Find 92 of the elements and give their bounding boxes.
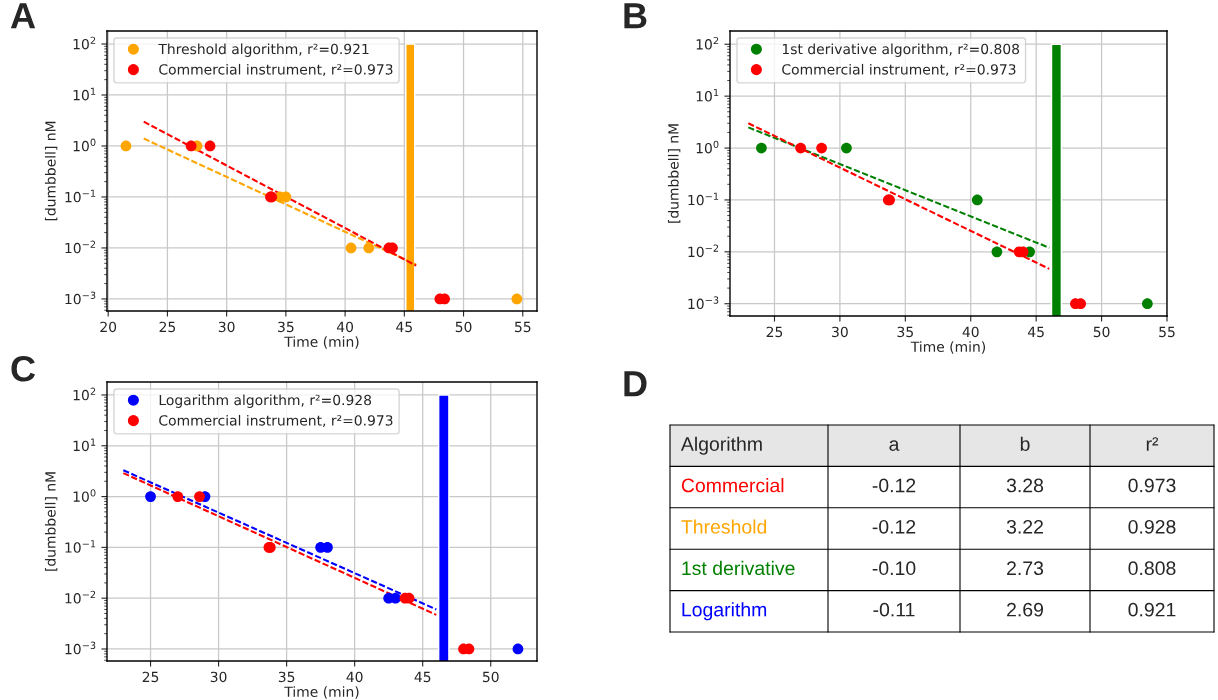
y-tick-label: 10$^{1}$	[73, 87, 96, 101]
x-axis-title: Time (min)	[910, 341, 986, 354]
point	[120, 140, 132, 152]
point	[991, 246, 1003, 258]
x-axis-title: Time (min)	[284, 686, 359, 699]
y-tick-label: 10$^{−3}$	[65, 291, 96, 305]
legend-label: Threshold algorithm, r²=0.921	[158, 43, 369, 57]
point	[204, 140, 216, 152]
y-tick-label: 10$^{−3}$	[688, 296, 719, 310]
data-label: -0.12	[872, 478, 916, 493]
x-tick-label: 20	[100, 321, 117, 333]
y-tick-label: 10$^{−1}$	[65, 540, 96, 553]
y-axis-title: [dumbbell] nM	[44, 472, 58, 571]
chart-title: B	[624, 3, 647, 29]
y-axis-title: [dumbbell] nM	[667, 124, 681, 223]
point	[756, 142, 767, 154]
data-label: 0.921	[1128, 602, 1176, 617]
x-tick-label: 50	[1093, 326, 1110, 338]
x-tick-label: 55	[515, 321, 531, 333]
x-tick-label: 30	[832, 326, 848, 338]
y-tick-label: 10$^{1}$	[696, 88, 719, 102]
y-axis-title: [dumbbell] nM	[44, 121, 58, 221]
legend-label: Commercial instrument, r²=0.973	[159, 63, 393, 77]
y-tick-label: 10$^{−2}$	[65, 240, 96, 254]
point	[841, 142, 852, 154]
y-tick-label: 10$^{0}$	[73, 138, 96, 152]
y-tick-label: 10$^{2}$	[73, 36, 96, 50]
x-tick-label: 50	[482, 671, 499, 683]
point	[971, 194, 983, 206]
x-tick-label: 45	[1028, 326, 1044, 338]
data-label: 0.808	[1128, 561, 1176, 576]
data-label: 0.973	[1128, 478, 1176, 493]
point	[172, 491, 184, 502]
data-label: 2.73	[1007, 561, 1044, 576]
x-tick-label: 55	[1159, 326, 1175, 338]
x-tick-label: 25	[159, 321, 176, 333]
x-tick-label: 30	[210, 671, 227, 683]
point	[511, 293, 523, 305]
legend-label: 1st derivative	[682, 560, 795, 576]
category-label: a	[889, 440, 900, 451]
point	[145, 491, 156, 502]
y-tick-label: 10$^{−3}$	[65, 641, 96, 655]
x-tick-label: 35	[278, 321, 294, 333]
x-tick-label: 35	[278, 671, 295, 683]
point	[194, 491, 205, 502]
point	[795, 142, 807, 154]
data-label: 3.22	[1006, 519, 1043, 534]
point	[1141, 298, 1153, 310]
x-tick-label: 40	[962, 326, 979, 338]
legend-label: Threshold	[681, 519, 767, 534]
point	[816, 142, 827, 154]
legend-label: Commercial instrument, r²=0.973	[159, 414, 393, 428]
y-tick-label: 10$^{0}$	[73, 489, 96, 502]
x-axis-title: Time (min)	[284, 336, 359, 349]
x-tick-label: 35	[897, 326, 913, 338]
x-tick-label: 45	[396, 321, 412, 333]
point	[512, 643, 524, 655]
data-label: 2.69	[1007, 602, 1043, 617]
category-label: r²	[1146, 437, 1159, 451]
data-label: -0.11	[873, 602, 915, 617]
text: Algorithm	[680, 436, 762, 455]
data-label: -0.12	[872, 519, 916, 534]
legend-label: Commercial	[681, 478, 784, 493]
point	[185, 140, 197, 152]
y-tick-label: 10$^{0}$	[696, 140, 719, 154]
legend-label: Logarithm	[682, 602, 767, 621]
x-tick-label: 40	[336, 321, 354, 333]
x-tick-label: 25	[142, 671, 159, 683]
y-tick-label: 10$^{−1}$	[688, 192, 719, 206]
category-label: b	[1020, 436, 1030, 451]
y-tick-label: 10$^{2}$	[73, 387, 96, 401]
x-tick-label: 40	[346, 671, 363, 683]
data-label: 0.928	[1128, 519, 1176, 534]
chart-title: C	[11, 355, 36, 382]
point	[345, 242, 357, 254]
y-tick-label: 10$^{−2}$	[688, 244, 719, 258]
legend-label: 1st derivative algorithm, r²=0.808	[782, 43, 1020, 57]
x-tick-label: 45	[414, 671, 431, 683]
y-tick-label: 10$^{−2}$	[65, 590, 96, 604]
y-tick-label: 10$^{1}$	[73, 438, 96, 452]
chart-title: A	[10, 3, 36, 29]
point	[363, 242, 375, 254]
legend-label: Commercial instrument, r²=0.973	[782, 63, 1016, 77]
y-tick-label: 10$^{−1}$	[65, 189, 96, 203]
x-tick-label: 50	[455, 321, 472, 333]
legend-label: Logarithm algorithm, r²=0.928	[159, 394, 372, 408]
x-tick-label: 25	[766, 326, 783, 338]
data-label: 3.28	[1006, 478, 1044, 493]
x-tick-label: 30	[218, 321, 235, 333]
y-tick-label: 10$^{2}$	[696, 36, 719, 50]
text: D	[624, 371, 647, 397]
data-label: -0.10	[872, 561, 916, 576]
